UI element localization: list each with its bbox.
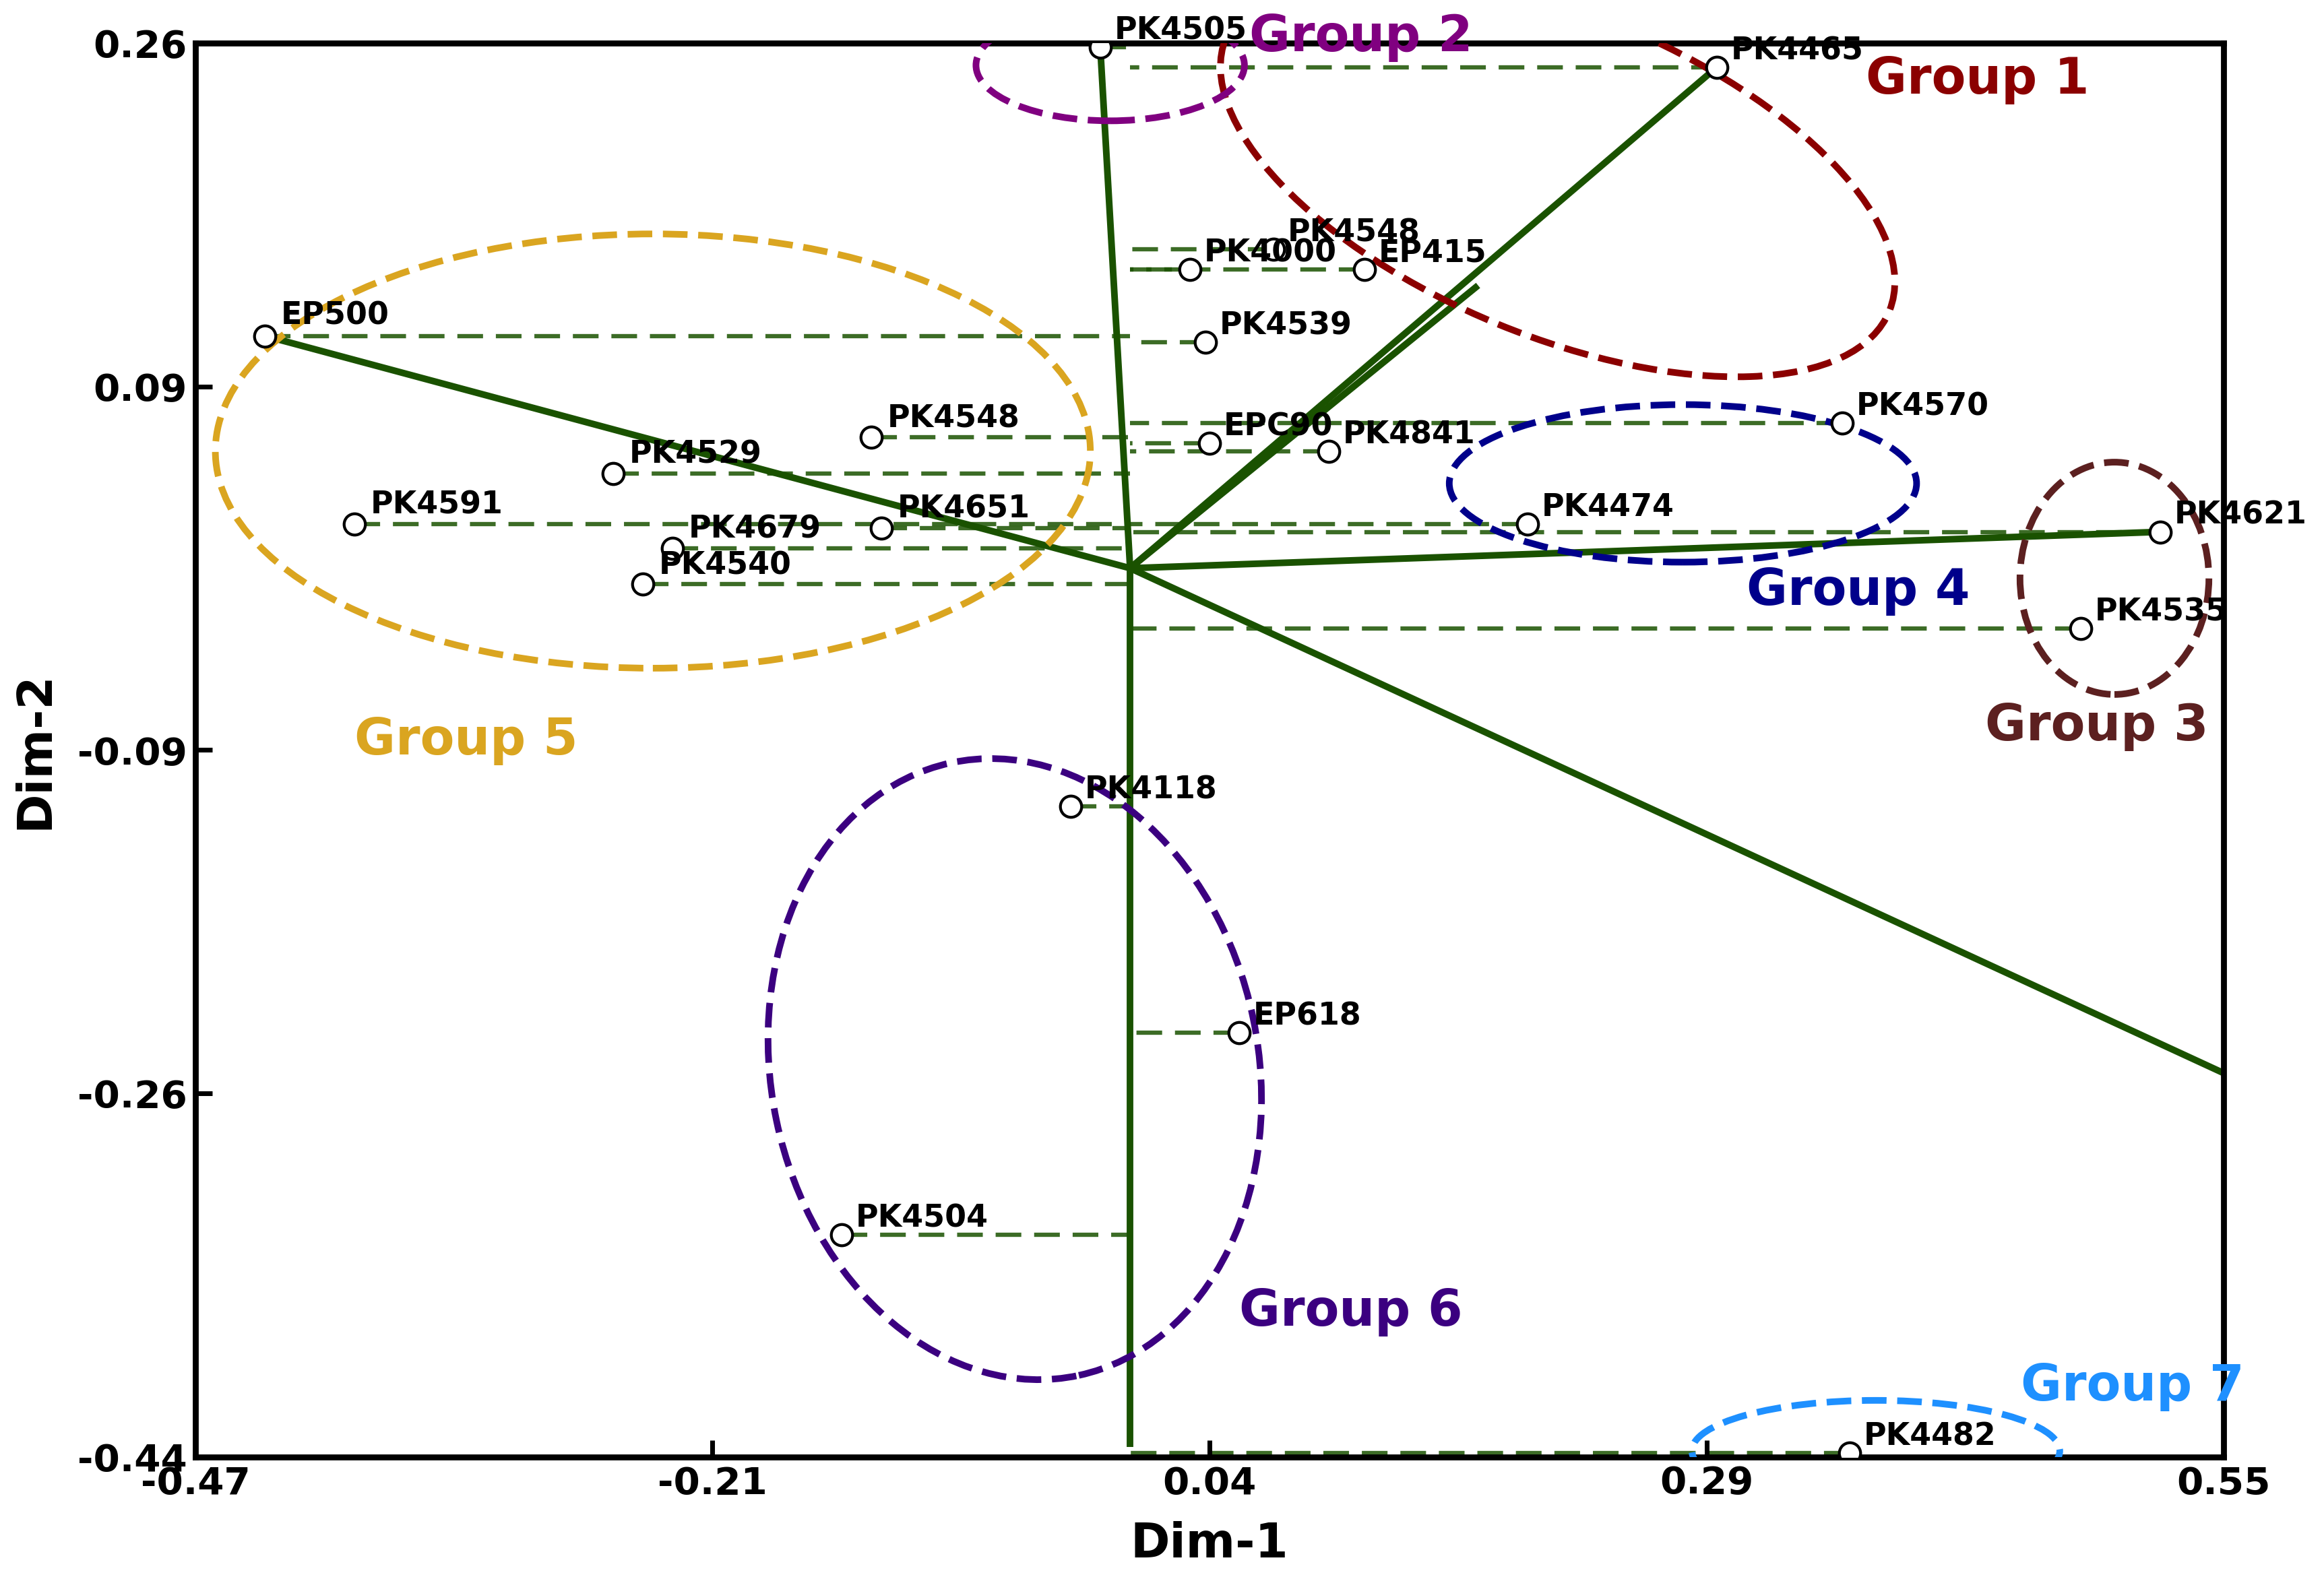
Point [853,425,890,450]
Point [1699,55,1736,81]
Text: PK4548: PK4548 [888,404,1020,434]
Text: Group 4: Group 4 [1745,567,1971,616]
Point [1188,330,1225,355]
Point [2140,519,2178,545]
Point [1190,431,1227,456]
Text: EP500: EP500 [281,300,390,330]
Point [1346,257,1383,283]
Text: PK4529: PK4529 [630,441,762,471]
Text: PK4591: PK4591 [370,491,502,521]
Text: PK4000: PK4000 [1204,238,1336,268]
Point [595,461,632,486]
Point [1081,35,1118,60]
Text: PK4474: PK4474 [1541,493,1673,523]
Text: PK4535: PK4535 [2094,597,2226,627]
Point [1831,1440,1868,1465]
Text: PK4679: PK4679 [688,515,820,545]
Text: EPC90: EPC90 [1222,412,1334,442]
Text: PK4465: PK4465 [1731,36,1864,66]
Point [246,324,284,349]
Text: PK4504: PK4504 [855,1203,988,1233]
Text: PK4505: PK4505 [1113,16,1248,46]
Point [2061,616,2099,641]
Text: PK4651: PK4651 [897,494,1030,524]
Text: EP415: EP415 [1378,238,1487,268]
Text: PK4548: PK4548 [1287,218,1420,248]
Text: PK4570: PK4570 [1857,392,1989,422]
Text: Group 6: Group 6 [1239,1287,1462,1336]
Point [1508,512,1545,537]
Point [1311,439,1348,464]
Point [337,512,374,537]
Text: PK4482: PK4482 [1864,1421,1996,1451]
Text: EP618: EP618 [1253,1001,1362,1031]
Text: Group 3: Group 3 [1985,701,2208,752]
Text: Group 7: Group 7 [2022,1363,2245,1412]
Point [1824,411,1862,436]
Text: PK4540: PK4540 [658,551,792,581]
Point [1255,237,1292,262]
Point [653,535,690,561]
Y-axis label: Dim-2: Dim-2 [12,671,58,829]
Point [625,572,662,597]
X-axis label: Dim-1: Dim-1 [1129,1521,1287,1566]
Text: PK4539: PK4539 [1220,311,1353,341]
Text: Group 1: Group 1 [1866,55,2089,104]
Text: Group 2: Group 2 [1250,13,1473,62]
Text: PK4841: PK4841 [1343,420,1476,450]
Point [1053,794,1090,820]
Text: PK4621: PK4621 [2173,501,2305,531]
Point [862,515,899,540]
Point [1220,1020,1257,1045]
Text: PK4118: PK4118 [1085,775,1218,805]
Point [1171,257,1208,283]
Text: Group 5: Group 5 [356,715,579,764]
Point [823,1222,860,1247]
